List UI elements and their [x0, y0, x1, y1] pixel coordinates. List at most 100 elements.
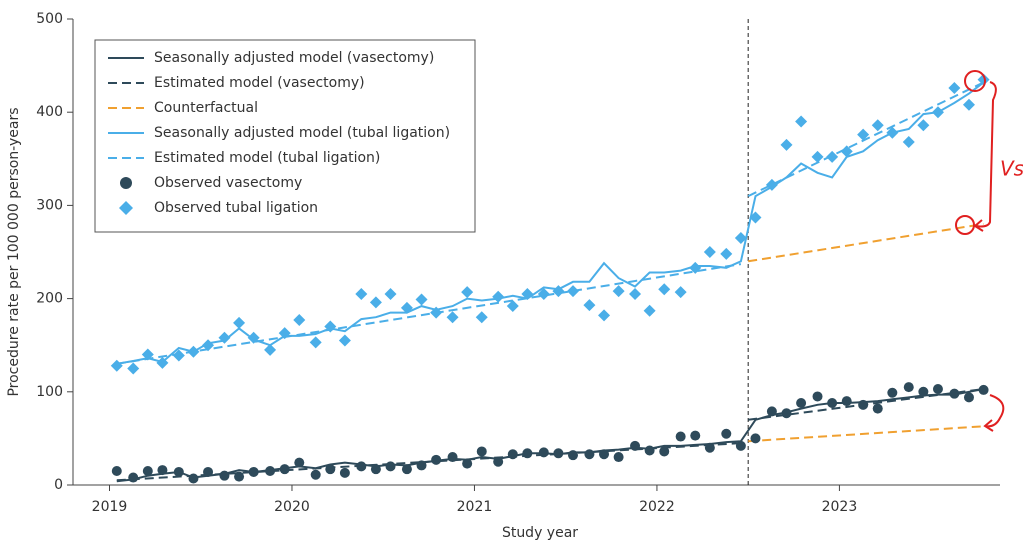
vasectomy-point	[339, 467, 350, 478]
vasectomy-point	[370, 464, 381, 475]
vasectomy-point	[796, 397, 807, 408]
tubal-point	[384, 287, 397, 300]
tubal-point	[492, 290, 505, 303]
x-tick-label: 2019	[92, 499, 128, 515]
vasectomy-point	[173, 466, 184, 477]
y-axis-label: Procedure rate per 100 000 person-years	[6, 107, 22, 396]
vasectomy-point	[841, 396, 852, 407]
vasectomy-point	[659, 446, 670, 457]
tubal-point	[552, 285, 565, 298]
y-tick-label: 0	[54, 477, 63, 493]
tubal-point	[187, 345, 200, 358]
tubal-point	[566, 285, 579, 298]
tubal-point	[521, 287, 534, 300]
vasectomy-point	[735, 440, 746, 451]
vasectomy-point	[781, 408, 792, 419]
tubal-point	[247, 331, 260, 344]
annotation-text: Vs.	[1000, 157, 1023, 181]
legend-label: Seasonally adjusted model (vasectomy)	[154, 50, 434, 66]
tubal-point	[795, 115, 808, 128]
tubal-point	[172, 349, 185, 362]
tubal-point	[127, 362, 140, 375]
x-tick-label: 2020	[274, 499, 310, 515]
vasectomy-point	[234, 471, 245, 482]
tubal-point	[202, 339, 215, 352]
tubal-point	[598, 309, 611, 322]
tubal-point	[324, 320, 337, 333]
annotation-bracket	[983, 394, 1005, 432]
tubal-point	[506, 300, 519, 313]
tubal-point	[826, 150, 839, 163]
tubal-point	[278, 327, 291, 340]
model-line	[116, 81, 985, 365]
vasectomy-point	[599, 449, 610, 460]
tubal-point	[689, 261, 702, 274]
vasectomy-point	[858, 399, 869, 410]
vasectomy-point	[963, 392, 974, 403]
vasectomy-point	[219, 470, 230, 481]
tubal-point	[110, 359, 123, 372]
vasectomy-point	[553, 448, 564, 459]
vasectomy-point	[248, 466, 259, 477]
tubal-point	[338, 334, 351, 347]
tubal-point	[703, 246, 716, 258]
vasectomy-point	[704, 442, 715, 453]
vasectomy-point	[401, 464, 412, 475]
x-tick-label: 2022	[639, 499, 675, 515]
legend-swatch	[120, 177, 132, 189]
vasectomy-point	[157, 465, 168, 476]
tubal-point	[871, 119, 884, 132]
vasectomy-point	[644, 445, 655, 456]
vasectomy-point	[111, 466, 122, 477]
tubal-point	[355, 287, 368, 300]
vasectomy-point	[567, 450, 578, 461]
vasectomy-point	[447, 452, 458, 463]
model-line	[748, 223, 984, 443]
tubal-point	[902, 136, 915, 149]
vasectomy-point	[675, 431, 686, 442]
tubal-point	[400, 301, 413, 314]
tubal-point	[369, 296, 382, 309]
vasectomy-point	[887, 387, 898, 398]
tubal-point	[962, 98, 975, 111]
annotation-circle	[955, 215, 975, 235]
vasectomy-point	[584, 449, 595, 460]
vasectomy-point	[949, 388, 960, 399]
legend-label: Observed vasectomy	[154, 175, 302, 191]
vasectomy-point	[142, 466, 153, 477]
legend-label: Estimated model (tubal ligation)	[154, 150, 380, 166]
vasectomy-point	[325, 464, 336, 475]
vasectomy-point	[903, 382, 914, 393]
vasectomy-point	[310, 469, 321, 480]
tubal-point	[446, 311, 459, 324]
legend-label: Seasonally adjusted model (tubal ligatio…	[154, 125, 450, 141]
tubal-point	[658, 283, 671, 296]
legend-swatch	[119, 201, 133, 215]
tubal-point	[948, 81, 961, 94]
vasectomy-point	[462, 458, 473, 469]
y-tick-label: 200	[36, 291, 63, 307]
vasectomy-point	[493, 456, 504, 467]
vasectomy-point	[538, 447, 549, 458]
vasectomy-point	[918, 386, 929, 397]
tubal-point	[156, 356, 169, 369]
vasectomy-point	[385, 461, 396, 472]
tubal-point	[643, 304, 656, 317]
tubal-point	[857, 128, 870, 141]
tubal-point	[537, 287, 550, 300]
model-line	[116, 81, 985, 365]
vasectomy-point	[812, 391, 823, 402]
vasectomy-point	[356, 461, 367, 472]
tubal-point	[293, 314, 306, 327]
vasectomy-point	[766, 406, 777, 417]
tubal-point	[886, 126, 899, 139]
tubal-point	[612, 285, 625, 298]
vasectomy-point	[827, 397, 838, 408]
tubal-point	[430, 306, 443, 319]
vasectomy-point	[932, 384, 943, 395]
tubal-point	[780, 138, 793, 151]
vasectomy-point	[294, 457, 305, 468]
legend-label: Estimated model (vasectomy)	[154, 75, 365, 91]
tubal-point	[461, 286, 474, 299]
vasectomy-point	[613, 452, 624, 463]
